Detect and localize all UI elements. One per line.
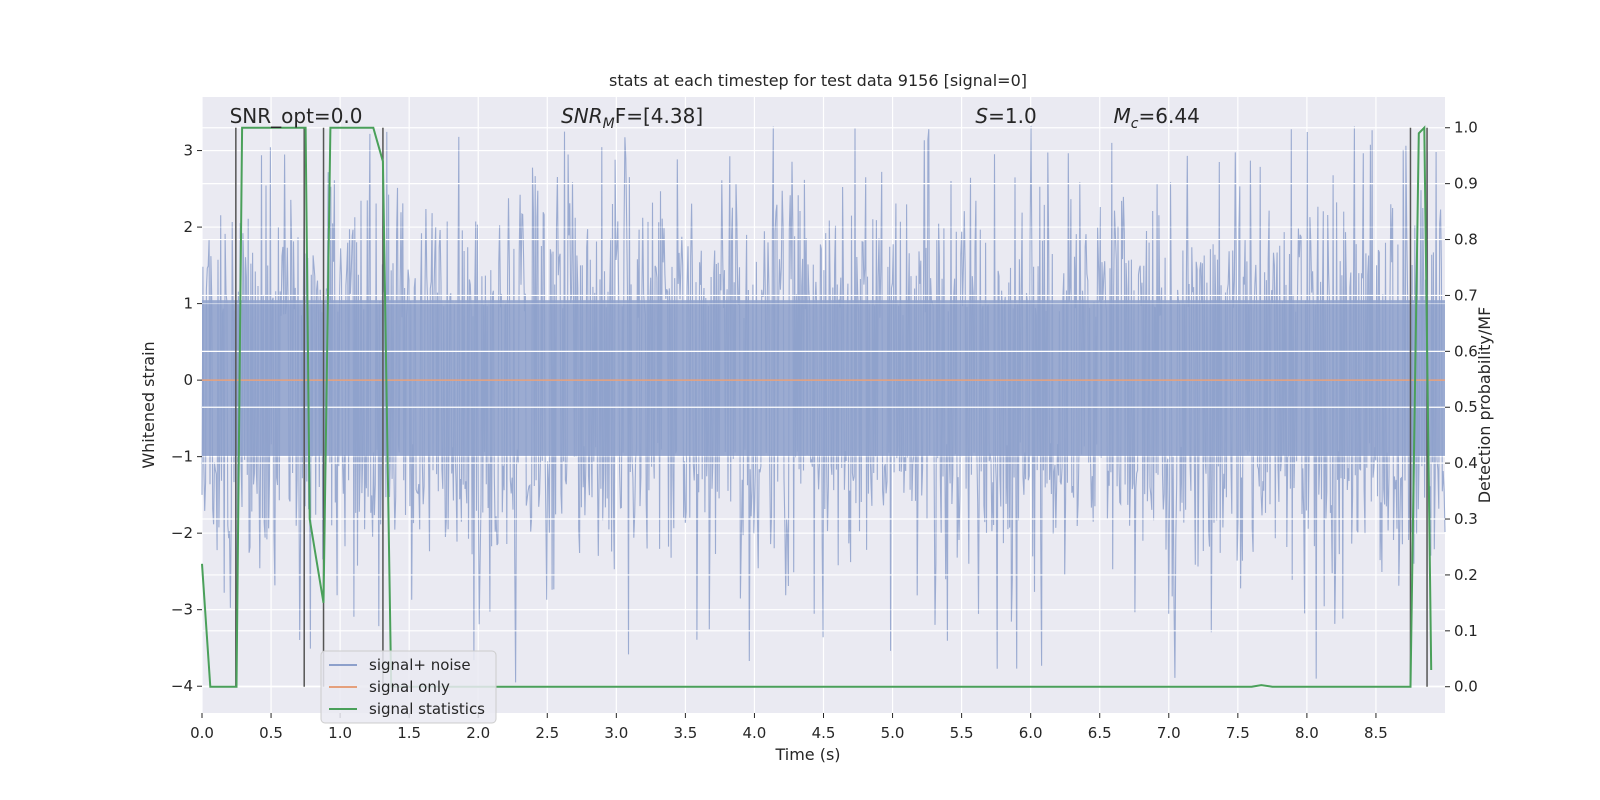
x-tick-label: 3.5 [673,724,697,742]
legend: signal+ noise signal only signal statistic… [320,650,497,724]
x-tick-label: 3.0 [604,724,628,742]
x-tick-label: 8.0 [1295,724,1319,742]
y2-tick-label: 1.0 [1454,119,1478,137]
x-axis: 0.0 0.5 1.0 1.5 2.0 2.5 3.0 3.5 4.0 4.5 5.0 5.5 6.0 6… [190,713,1388,742]
y2-tick-label: 0.2 [1454,566,1478,584]
plot-area [201,97,1446,713]
x-tick-label: 5.0 [881,724,905,742]
y2-tick-label: 0.6 [1454,342,1478,360]
y-tick-label: −4 [171,677,193,695]
x-tick-label: 8.5 [1364,724,1388,742]
x-tick-label: 7.0 [1157,724,1181,742]
x-tick-label: 1.0 [328,724,352,742]
y2-tick-label: 0.4 [1454,454,1478,472]
y2-tick-label: 0.9 [1454,175,1478,193]
y2-tick-label: 0.8 [1454,231,1478,249]
y-tick-label: 3 [183,142,193,160]
y-tick-label: −1 [171,448,193,466]
legend-box [320,650,497,724]
y2-tick-label: 0.3 [1454,510,1478,528]
series-signal-statistics-line [201,125,1433,688]
x-tick-label: 2.0 [466,724,490,742]
y-axis-left: −4 −3 −2 −1 0 1 2 3 [171,142,202,695]
x-tick-label: 0.0 [190,724,214,742]
y-axis-label: Whitened strain [139,341,158,468]
annotation-3: Mc=6.44 [1114,104,1200,132]
y2-tick-label: 0.7 [1454,286,1478,304]
legend-label: signal+ noise [369,656,471,674]
y2-tick-label: 0.0 [1454,678,1478,696]
y2-tick-label: 0.5 [1454,398,1478,416]
x-tick-label: 4.5 [812,724,836,742]
chart-title: stats at each timestep for test data 915… [609,71,1027,90]
y-tick-label: 2 [183,218,193,236]
annotation-0: SNR_opt=0.0 [230,104,363,128]
y2-axis-label: Detection probability/MF [1475,307,1494,504]
y-tick-label: 0 [183,371,193,389]
y2-tick-label: 0.1 [1454,622,1478,640]
legend-label: signal only [369,678,450,696]
x-axis-label: Time (s) [774,745,840,764]
y-tick-label: −2 [171,524,193,542]
x-tick-label: 6.5 [1088,724,1112,742]
x-tick-label: 5.5 [950,724,974,742]
annotations: SNR_opt=0.0 SNRMF=[4.38] S=1.0 Mc=6.44 [230,104,1200,132]
series-signal-noise-band [202,300,1445,456]
x-tick-label: 4.0 [743,724,767,742]
x-tick-label: 6.0 [1019,724,1043,742]
annotation-1: SNRMF=[4.38] [561,104,703,132]
legend-label: signal statistics [369,700,485,718]
x-tick-label: 1.5 [397,724,421,742]
y-axis-right: 0.0 0.1 0.2 0.3 0.4 0.5 0.6 0.7 0.8 0.9 1.0 [1445,119,1478,696]
x-tick-label: 0.5 [259,724,283,742]
y-tick-label: 1 [183,295,193,313]
x-tick-label: 2.5 [535,724,559,742]
x-tick-label: 7.5 [1226,724,1250,742]
y-tick-label: −3 [171,601,193,619]
annotation-2: S=1.0 [975,104,1036,128]
